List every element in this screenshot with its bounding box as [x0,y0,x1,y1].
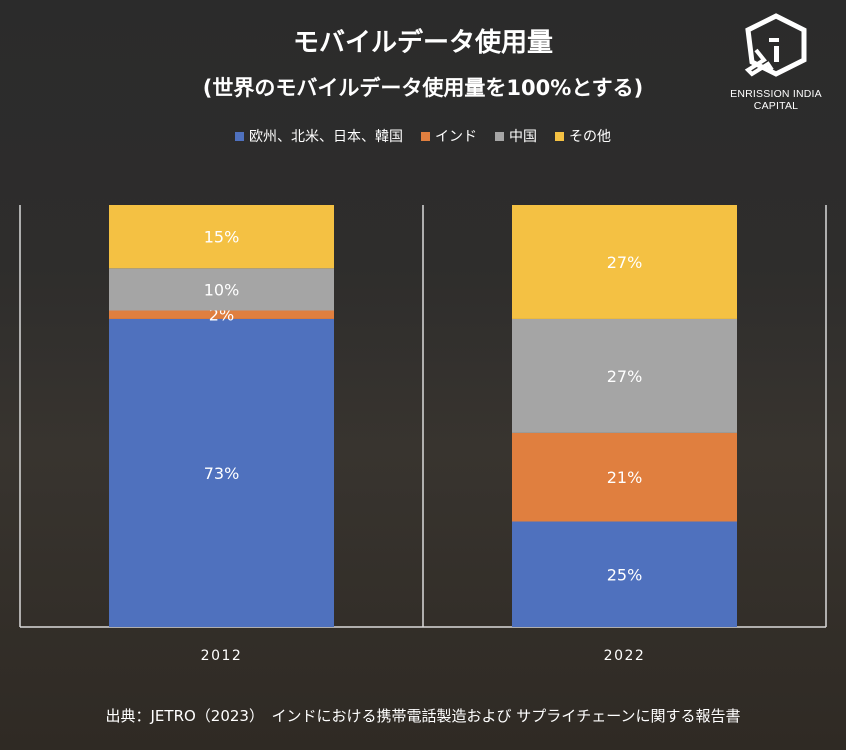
bar-segment [109,205,334,269]
data-label: 15% [204,228,240,247]
legend-label: 中国 [509,129,537,145]
legend-item: 欧州、北米、日本、韓国 [235,126,403,146]
x-tick-label: 2012 [201,648,243,664]
brand-logo: ENRISSION INDIA CAPITAL [712,10,840,112]
logo-hexagon-icon [744,13,807,77]
legend-swatch [495,131,504,141]
bar-segment [109,318,334,627]
legend-swatch [421,131,430,141]
data-label: 73% [204,464,240,483]
source-note: 出典：JETRO（2023） インドにおける携帯電話製造および サプライチェーン… [105,707,741,725]
legend: 欧州、北米、日本、韓国 インド 中国 その他 [0,126,846,146]
bar-segment [512,318,737,433]
logo-text: ENRISSION INDIA CAPITAL [730,88,822,112]
chart-title: モバイルデータ使用量 [292,28,553,58]
data-label: 27% [607,367,643,386]
legend-item: その他 [555,126,611,146]
bar-segment [512,205,737,319]
x-tick-label: 2022 [604,648,646,664]
legend-swatch [235,131,244,141]
data-label: 27% [607,253,643,272]
bar-segment [512,432,737,522]
legend-label: その他 [569,129,611,145]
data-label: 21% [607,468,643,487]
legend-label: 欧州、北米、日本、韓国 [249,129,403,145]
legend-item: インド [421,126,477,146]
bar-segment [109,310,334,319]
chart-subtitle: (世界のモバイルデータ使用量を100%とする) [202,76,644,100]
data-label: 10% [204,280,240,299]
legend-swatch [555,131,564,141]
bar-segment [109,268,334,311]
data-label: 2% [209,306,234,325]
bar-segment [512,521,737,627]
legend-item: 中国 [495,126,537,146]
legend-label: インド [435,129,477,145]
data-label: 25% [607,565,643,584]
